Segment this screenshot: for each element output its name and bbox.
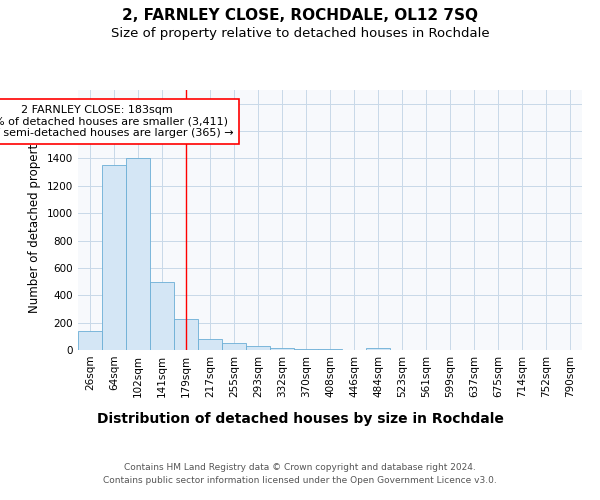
Text: Contains public sector information licensed under the Open Government Licence v3: Contains public sector information licen… <box>103 476 497 485</box>
Bar <box>366 348 390 350</box>
Text: 2, FARNLEY CLOSE, ROCHDALE, OL12 7SQ: 2, FARNLEY CLOSE, ROCHDALE, OL12 7SQ <box>122 8 478 22</box>
Bar <box>102 166 126 350</box>
Bar <box>198 339 222 350</box>
Bar <box>270 348 294 350</box>
Bar <box>294 349 318 350</box>
Bar <box>150 282 174 350</box>
Bar <box>126 158 150 350</box>
Text: Contains HM Land Registry data © Crown copyright and database right 2024.: Contains HM Land Registry data © Crown c… <box>124 462 476 471</box>
Bar <box>78 331 102 350</box>
Bar <box>246 346 270 350</box>
Bar <box>222 343 246 350</box>
Y-axis label: Number of detached properties: Number of detached properties <box>28 127 41 313</box>
Text: Distribution of detached houses by size in Rochdale: Distribution of detached houses by size … <box>97 412 503 426</box>
Bar <box>174 318 198 350</box>
Text: Size of property relative to detached houses in Rochdale: Size of property relative to detached ho… <box>110 28 490 40</box>
Text: 2 FARNLEY CLOSE: 183sqm
← 90% of detached houses are smaller (3,411)
10% of semi: 2 FARNLEY CLOSE: 183sqm ← 90% of detache… <box>0 105 233 138</box>
